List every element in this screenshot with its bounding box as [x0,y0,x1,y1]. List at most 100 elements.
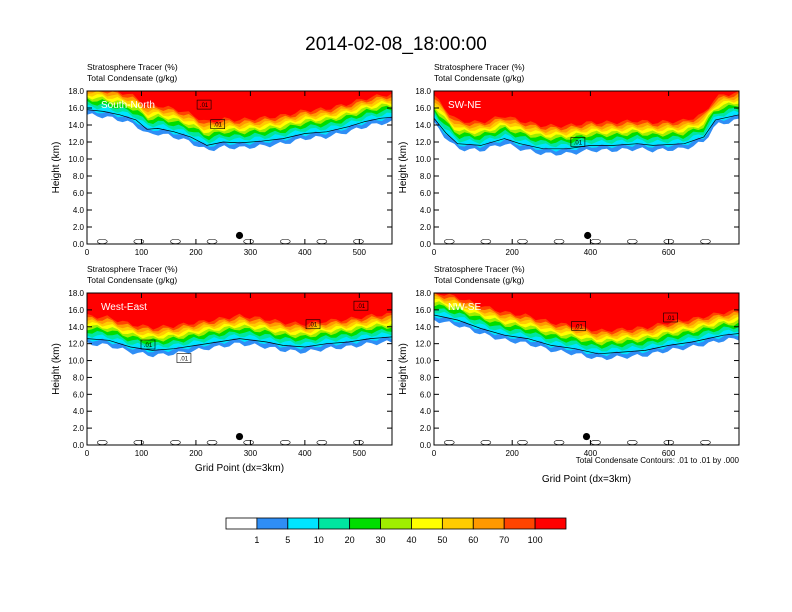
y-tick-label: 18.0 [68,87,84,96]
y-tick-label: 14.0 [415,323,431,332]
panel-label: NW-SE [448,302,481,313]
colorbar-swatch [472,517,505,530]
svg-text:.01: .01 [357,304,366,310]
svg-text:.01: .01 [200,103,209,109]
contour-label: .01 [140,339,156,350]
y-tick-label: 4.0 [420,407,432,416]
location-marker [584,231,592,240]
y-tick-label: 10.0 [415,357,431,366]
colorbar-swatch [256,517,289,530]
colorbar-swatch [534,517,567,530]
tracer-band-9 [87,293,392,330]
y-tick-label: 2.0 [420,223,432,232]
y-tick-label: 16.0 [415,306,431,315]
y-tick-label: 10.0 [68,357,84,366]
contour-label: .01 [210,119,226,129]
y-tick-label: 8.0 [73,172,85,181]
y-tick-label: 10.0 [415,155,431,164]
y-tick-label: 10.0 [68,155,84,164]
condensate-contour [87,336,392,351]
colorbar-label: 40 [406,535,416,545]
colorbar-label: 50 [437,535,447,545]
y-tick-label: 18.0 [68,289,84,298]
y-tick-label: 14.0 [415,121,431,130]
colorbar-label: 10 [314,535,324,545]
x-tick-label: 0 [432,248,437,257]
x-tick-label: 400 [298,449,312,458]
panel-title-line1: Stratosphere Tracer (%) [434,62,525,72]
x-tick-label: 100 [135,248,149,257]
y-tick-label: 12.0 [68,340,84,349]
y-tick-label: 16.0 [415,104,431,113]
y-axis-label: Height (km) [398,142,409,194]
x-tick-label: 400 [298,248,312,257]
y-tick-label: 6.0 [420,189,432,198]
tracer-field [87,91,392,244]
contour-label: .01 [305,319,321,330]
y-tick-label: 8.0 [420,373,432,382]
tracer-band-9 [434,293,739,332]
y-axis-label: Height (km) [51,142,62,194]
plot-frame [433,90,740,245]
plot-frame [86,90,393,245]
panel-title-line2: Total Condensate (g/kg) [87,275,177,285]
x-tick-label: 500 [353,449,367,458]
x-axis-label: Grid Point (dx=3km) [195,463,284,474]
x-tick-label: 200 [506,449,520,458]
colorbar-label: 5 [285,535,290,545]
colorbar-swatch [349,517,381,530]
y-tick-label: 6.0 [73,390,85,399]
x-tick-label: 200 [189,248,203,257]
panel-2: West-East .01 .01 .01 .01 0.0 2.0 4.0 6.0 8.0 10.0… [51,264,393,474]
y-tick-label: 6.0 [73,189,85,198]
contour-label: .01 [570,137,586,147]
y-tick-label: 0.0 [73,240,85,249]
x-tick-label: 200 [189,449,203,458]
colorbar-swatch [441,517,474,530]
x-axis-label: Grid Point (dx=3km) [542,474,631,485]
y-tick-label: 2.0 [73,424,85,433]
plot-frame [86,292,393,446]
contour-label: .01 [663,312,678,323]
colorbar-label: 60 [468,535,478,545]
svg-text:.01: .01 [575,324,584,330]
colorbar-swatch [411,517,443,530]
contour-label: .01 [196,99,212,110]
contour-label: .01 [176,353,192,363]
tracer-band-9 [434,91,739,128]
location-marker [235,231,244,240]
y-tick-label: 4.0 [73,407,85,416]
x-tick-label: 500 [353,248,367,257]
panel-1: SW-NE .01 0.0 2.0 4.0 6.0 8.0 10.0 12.0 14.0 16.0 1… [398,62,740,257]
panel-title-line1: Stratosphere Tracer (%) [87,264,178,274]
panel-label: SW-NE [448,100,481,111]
x-tick-label: 300 [244,248,258,257]
y-tick-label: 12.0 [68,138,84,147]
y-tick-label: 16.0 [68,306,84,315]
panel-label: South-North [101,100,155,111]
x-tick-label: 0 [85,248,90,257]
y-tick-label: 2.0 [73,223,85,232]
tracer-field [434,91,739,244]
contour-note: Total Condensate Contours: .01 to .01 by… [576,456,740,465]
x-tick-label: 300 [244,449,258,458]
panel-0: South-North .01 .01 0.0 2.0 4.0 6.0 8.0 10.0 12.0… [51,62,393,257]
y-tick-label: 4.0 [420,206,432,215]
svg-text:.01: .01 [666,316,675,322]
contour-label: .01 [571,321,586,331]
x-tick-label: 100 [135,449,149,458]
x-tick-label: 200 [506,248,520,257]
y-axis-label: Height (km) [51,343,62,395]
location-marker [235,432,244,441]
x-tick-label: 400 [584,248,598,257]
condensate-contour [87,109,392,146]
condensate-contour [434,314,739,355]
y-tick-label: 12.0 [415,138,431,147]
colorbar-swatch [318,517,351,530]
tracer-band-9 [87,91,392,123]
colorbar-swatch [287,517,320,530]
y-tick-label: 0.0 [73,441,85,450]
x-tick-label: 0 [432,449,437,458]
y-axis-label: Height (km) [398,343,409,395]
